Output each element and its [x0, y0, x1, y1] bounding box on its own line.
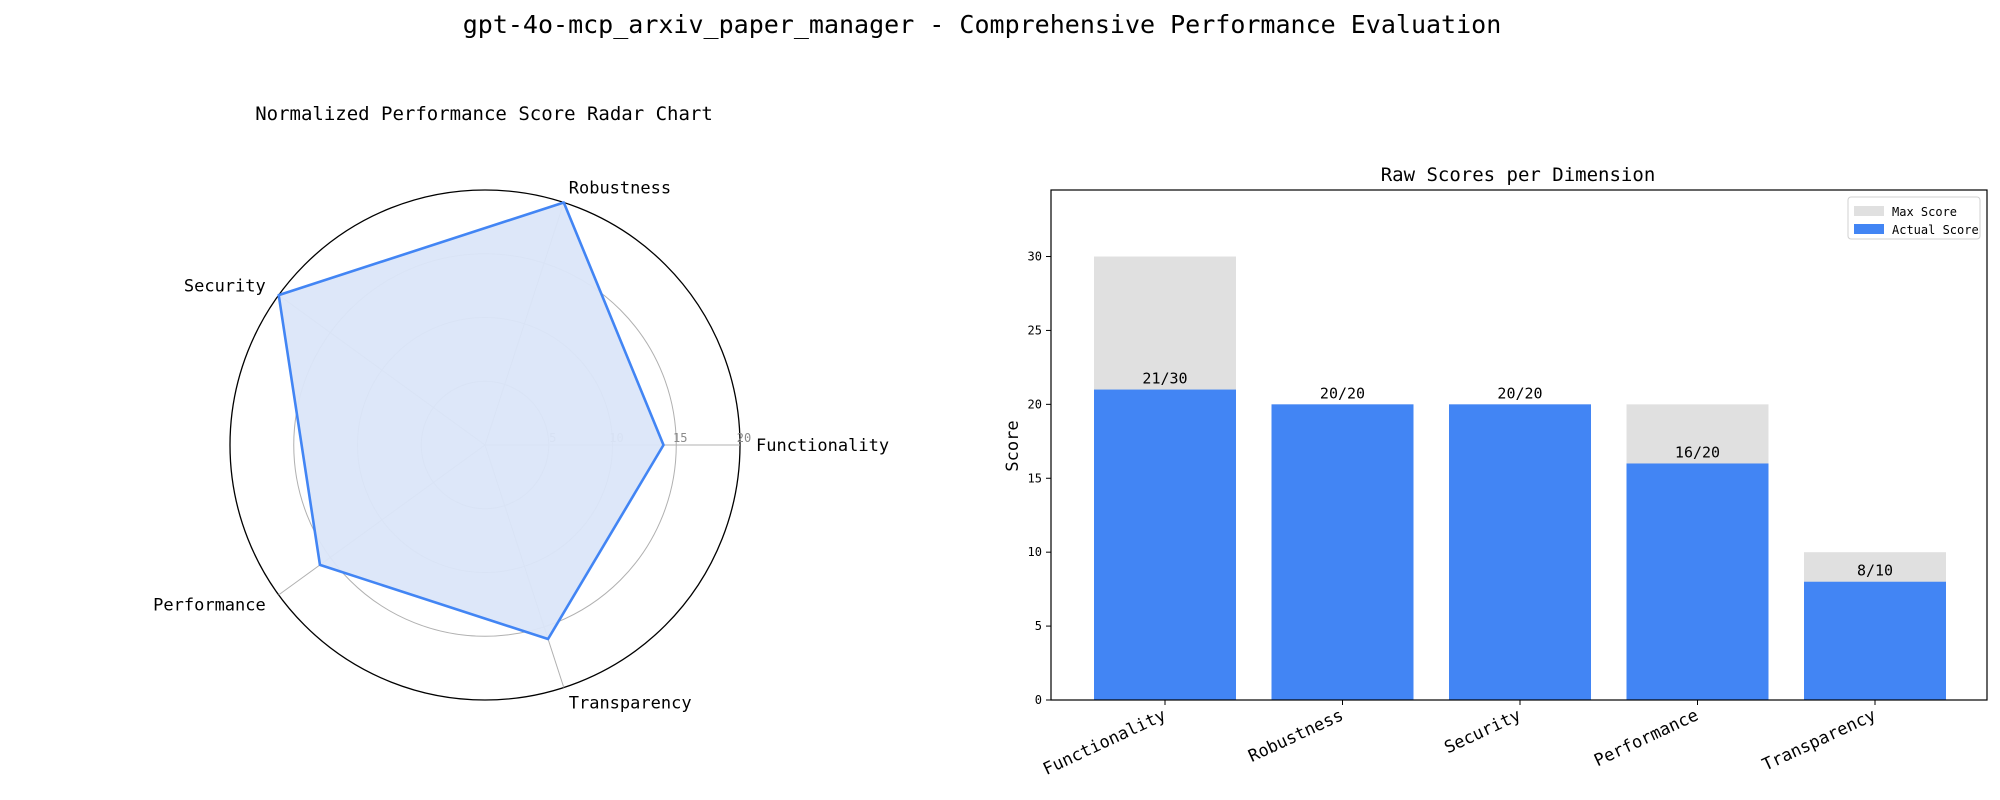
- bar-x-tick-label: Functionality: [1040, 705, 1169, 779]
- figure-title: gpt-4o-mcp_arxiv_paper_manager - Compreh…: [463, 10, 1502, 39]
- legend-label: Max Score: [1892, 205, 1957, 219]
- bar-data-labels: 21/30 20/20 20/20 16/20 8/10: [1142, 370, 1893, 580]
- actual-score-bar: [1449, 404, 1591, 700]
- bar-data-label: 20/20: [1497, 384, 1542, 402]
- radar-axis-label: Performance: [153, 595, 266, 615]
- bar-chart-title: Raw Scores per Dimension: [1381, 164, 1656, 186]
- bar-y-ticks: 0 5 10 15 20 25 30: [1028, 250, 1051, 707]
- bar-chart: Raw Scores per Dimension Score 21/30 20/2…: [1003, 164, 1988, 780]
- bar-y-tick-label: 5: [1035, 619, 1042, 633]
- radar-series-line: [277, 201, 665, 641]
- bar-data-label: 21/30: [1142, 370, 1187, 388]
- bar-y-tick-label: 30: [1028, 250, 1042, 264]
- radar-axis-label: Security: [184, 277, 266, 297]
- actual-score-bar: [1094, 389, 1236, 700]
- radar-radial-tick-label: 20: [737, 431, 751, 445]
- legend-swatch-actual-score: [1854, 224, 1884, 234]
- bar-data-label: 20/20: [1320, 384, 1365, 402]
- bar-y-tick-label: 20: [1028, 397, 1042, 411]
- bar-x-tick-label: Security: [1441, 705, 1524, 758]
- bar-data-label: 16/20: [1675, 443, 1720, 461]
- radar-radial-tick-label: 15: [673, 431, 687, 445]
- bar-legend: Max Score Actual Score: [1847, 196, 1981, 240]
- radar-axis-label: Transparency: [569, 694, 692, 714]
- radar-axis-label: Robustness: [569, 178, 671, 198]
- legend-swatch-max-score: [1854, 206, 1884, 216]
- actual-score-bar: [1271, 404, 1414, 700]
- bar-x-tick-label: Transparency: [1759, 705, 1879, 775]
- radar-axis-labels: Functionality Robustness Security Performan…: [153, 178, 889, 713]
- actual-score-bar: [1626, 463, 1769, 700]
- actual-score-bar: [1804, 581, 1946, 700]
- bar-plot-frame: [1050, 189, 1988, 701]
- radar-area-fill: [278, 202, 664, 640]
- radar-series: [277, 201, 665, 641]
- radar-chart-title: Normalized Performance Score Radar Chart: [255, 103, 713, 125]
- legend-label: Actual Score: [1892, 223, 1979, 237]
- radar-chart: Normalized Performance Score Radar Chart…: [153, 103, 889, 714]
- bar-x-ticks: Functionality Robustness Security Performan…: [1040, 700, 1879, 780]
- bar-y-tick-label: 15: [1028, 471, 1042, 485]
- bar-chart-y-axis-label: Score: [1003, 420, 1023, 471]
- radar-axis-label: Functionality: [756, 436, 889, 456]
- bar-series: [1094, 256, 1946, 700]
- bar-y-tick-label: 10: [1028, 545, 1042, 559]
- bar-x-tick-label: Performance: [1591, 705, 1701, 771]
- bar-data-label: 8/10: [1857, 562, 1893, 580]
- bar-y-tick-label: 0: [1035, 693, 1042, 707]
- bar-x-tick-label: Robustness: [1245, 705, 1346, 766]
- bar-y-tick-label: 25: [1028, 323, 1042, 337]
